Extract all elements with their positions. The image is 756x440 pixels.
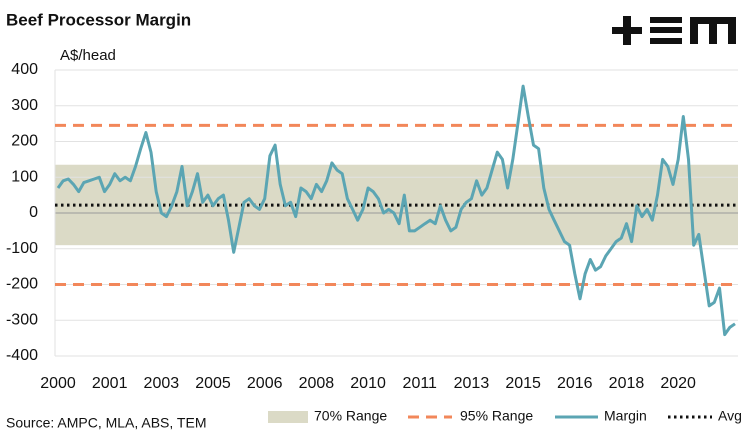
logo	[612, 16, 736, 45]
legend-label: 95% Range	[460, 408, 533, 424]
source: Source: AMPC, MLA, ABS, TEM	[6, 415, 206, 431]
margin-line	[56, 84, 736, 337]
x-tick-label: 2010	[350, 375, 386, 392]
legend-label: Margin	[604, 408, 647, 424]
y-tick-label: 0	[29, 204, 38, 221]
x-tick-label: 2000	[40, 375, 76, 392]
x-tick-label: 2020	[660, 375, 696, 392]
y-tick-label: -200	[6, 276, 38, 293]
y-axis-label: A$/head	[60, 47, 116, 64]
y-tick-label: 200	[11, 133, 38, 150]
y-tick-label: 400	[11, 61, 38, 78]
legend-label: Avg	[718, 408, 742, 424]
x-tick-label: 2001	[92, 375, 128, 392]
y-tick-label: -400	[6, 347, 38, 364]
x-tick-label: 2005	[195, 375, 231, 392]
x-tick-label: 2013	[454, 375, 490, 392]
legend-label: 70% Range	[314, 408, 387, 424]
y-tick-label: 100	[11, 168, 38, 185]
x-tick-label: 2003	[144, 375, 180, 392]
y-tick-label: 300	[11, 97, 38, 114]
x-tick-label: 2018	[609, 375, 645, 392]
x-tick-label: 2006	[247, 375, 283, 392]
x-tick-label: 2011	[403, 375, 438, 392]
x-tick-label: 2016	[557, 375, 593, 392]
y-tick-label: -300	[6, 311, 38, 328]
chart-title: Beef Processor Margin	[6, 10, 191, 29]
y-tick-label: -100	[6, 240, 38, 257]
x-tick-label: 2015	[505, 375, 541, 392]
x-tick-label: 2008	[299, 375, 335, 392]
legend-swatch	[268, 411, 308, 423]
